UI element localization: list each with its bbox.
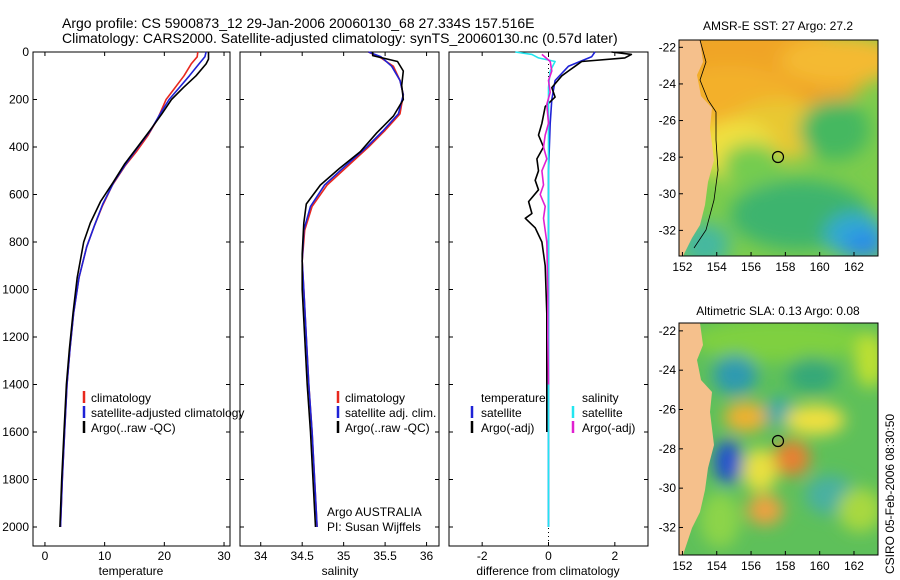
map-y-tick-label: -24 — [659, 77, 677, 91]
x-tick-label: 0 — [42, 549, 49, 563]
salinity-profiles — [301, 51, 405, 528]
y-tick-label: 600 — [9, 188, 29, 202]
map-y-tick-label: -32 — [659, 223, 677, 237]
difference-xlabel: difference from climatology — [476, 564, 619, 578]
legend-label-climatology: climatology — [345, 391, 405, 405]
sst-coastline-contour — [693, 40, 719, 249]
y-tick-label: 1200 — [2, 330, 29, 344]
map-x-tick-label: 160 — [810, 260, 830, 274]
y-tick-label: 1600 — [2, 425, 29, 439]
legend-label-argo: Argo(..raw -QC) — [91, 421, 176, 435]
x-tick-label: 34 — [254, 549, 268, 563]
difference-ticks: -2 0 2 — [449, 51, 648, 563]
map-x-tick-label: 162 — [844, 260, 864, 274]
map-x-tick-label: 160 — [810, 559, 830, 573]
y-tick-label: 1000 — [2, 283, 29, 297]
salinity-axes — [239, 51, 440, 547]
map-y-tick-label: -22 — [659, 324, 677, 338]
sla-map-ticks: 152 154 156 158 160 162 -22 -24 -26 -28 -30 -32 — [659, 324, 865, 573]
y-tick-label: 0 — [22, 45, 29, 59]
figure-title-line1: Argo profile: CS 5900873_12 29-Jan-2006 … — [62, 15, 535, 31]
temperature-xlabel: temperature — [99, 564, 164, 578]
map-y-tick-label: -32 — [659, 520, 677, 534]
series-temperature-argo-adj — [524, 51, 633, 432]
legend-label-satellite: satellite adj. clim. — [345, 406, 436, 420]
map-y-tick-label: -26 — [659, 403, 677, 417]
map-x-tick-label: 162 — [844, 559, 864, 573]
map-y-tick-label: -28 — [659, 150, 677, 164]
x-tick-label: 35 — [337, 549, 351, 563]
map-y-tick-label: -22 — [659, 40, 677, 54]
difference-profiles — [515, 51, 633, 527]
legend-label-satellite: satellite-adjusted climatology — [91, 406, 244, 420]
legend-label-sal-satellite: satellite — [582, 406, 623, 420]
map-x-tick-label: 158 — [775, 559, 795, 573]
sla-land-mass — [679, 323, 714, 555]
series-satellite-adj-clim — [301, 51, 405, 528]
x-tick-label: 30 — [217, 549, 231, 563]
map-x-tick-label: 156 — [741, 559, 761, 573]
x-tick-label: 2 — [611, 549, 618, 563]
series-argo-raw-qc — [301, 52, 405, 528]
legend-label-argo: Argo(..raw -QC) — [345, 421, 430, 435]
sla-map-field — [679, 323, 878, 555]
y-tick-label: 1800 — [2, 473, 29, 487]
temperature-profiles — [59, 51, 210, 528]
map-x-tick-label: 152 — [672, 559, 692, 573]
temperature-ticks: 0 10 20 30 0 200 400 600 800 1000 1200 1400 1600 1800… — [2, 45, 231, 563]
y-tick-label: 200 — [9, 93, 29, 107]
sst-argo-location-marker — [771, 150, 785, 164]
map-x-tick-label: 154 — [707, 260, 727, 274]
map-x-tick-label: 156 — [741, 260, 761, 274]
legend-title-temperature: temperature — [481, 391, 546, 405]
map-x-tick-label: 154 — [707, 559, 727, 573]
sst-map-frame — [678, 39, 879, 257]
legend-label-sal-argo: Argo(-adj) — [582, 421, 635, 435]
salinity-ticks: 34 34.5 35 35.5 36 — [240, 51, 439, 563]
x-tick-label: 35.5 — [373, 549, 397, 563]
sst-land-mass — [679, 40, 714, 256]
map-y-tick-label: -28 — [659, 442, 677, 456]
legend-label-temp-satellite: satellite — [481, 406, 522, 420]
salinity-legend: climatology satellite adj. clim. Argo(..… — [336, 391, 436, 435]
x-tick-label: 10 — [98, 549, 112, 563]
x-tick-label: 20 — [158, 549, 172, 563]
series-salinity-argo-adj — [539, 53, 553, 385]
csiro-timestamp-label: CSIRO 05-Feb-2006 08:30:50 — [883, 414, 897, 574]
map-y-tick-label: -30 — [659, 187, 677, 201]
argo-program-label: Argo AUSTRALIA — [327, 505, 422, 519]
salinity-xlabel: salinity — [322, 564, 359, 578]
temperature-axes — [32, 51, 231, 547]
map-x-tick-label: 158 — [775, 260, 795, 274]
map-y-tick-label: -24 — [659, 363, 677, 377]
map-y-tick-label: -30 — [659, 481, 677, 495]
x-tick-label: -2 — [477, 549, 488, 563]
legend-label-climatology: climatology — [91, 391, 151, 405]
principal-investigator-label: PI: Susan Wijffels — [327, 520, 421, 534]
legend-title-salinity: salinity — [582, 391, 619, 405]
y-tick-label: 2000 — [2, 520, 29, 534]
sla-map-frame — [678, 322, 879, 556]
y-tick-label: 800 — [9, 235, 29, 249]
map-x-tick-label: 152 — [672, 260, 692, 274]
sst-map-ticks: 152 154 156 158 160 162 -22 -24 -26 -28 -30 -32 — [659, 40, 865, 274]
x-tick-label: 34.5 — [291, 549, 315, 563]
sst-map-field — [679, 40, 878, 256]
temperature-legend: climatology satellite-adjusted climatolo… — [82, 391, 244, 435]
figure-title-line2: Climatology: CARS2000. Satellite-adjuste… — [62, 30, 618, 46]
sla-argo-location-marker — [771, 434, 785, 448]
y-tick-label: 1400 — [2, 378, 29, 392]
x-tick-label: 36 — [420, 549, 434, 563]
sst-map-title: AMSR-E SST: 27 Argo: 27.2 — [703, 19, 853, 33]
difference-legend: temperature salinity satellite Argo(-adj… — [470, 391, 635, 435]
sla-map-title: Altimetric SLA: 0.13 Argo: 0.08 — [696, 304, 860, 318]
y-tick-label: 400 — [9, 140, 29, 154]
x-tick-label: 0 — [545, 549, 552, 563]
map-y-tick-label: -26 — [659, 114, 677, 128]
legend-label-temp-argo: Argo(-adj) — [481, 421, 534, 435]
series-argo-raw-qc — [59, 52, 210, 528]
